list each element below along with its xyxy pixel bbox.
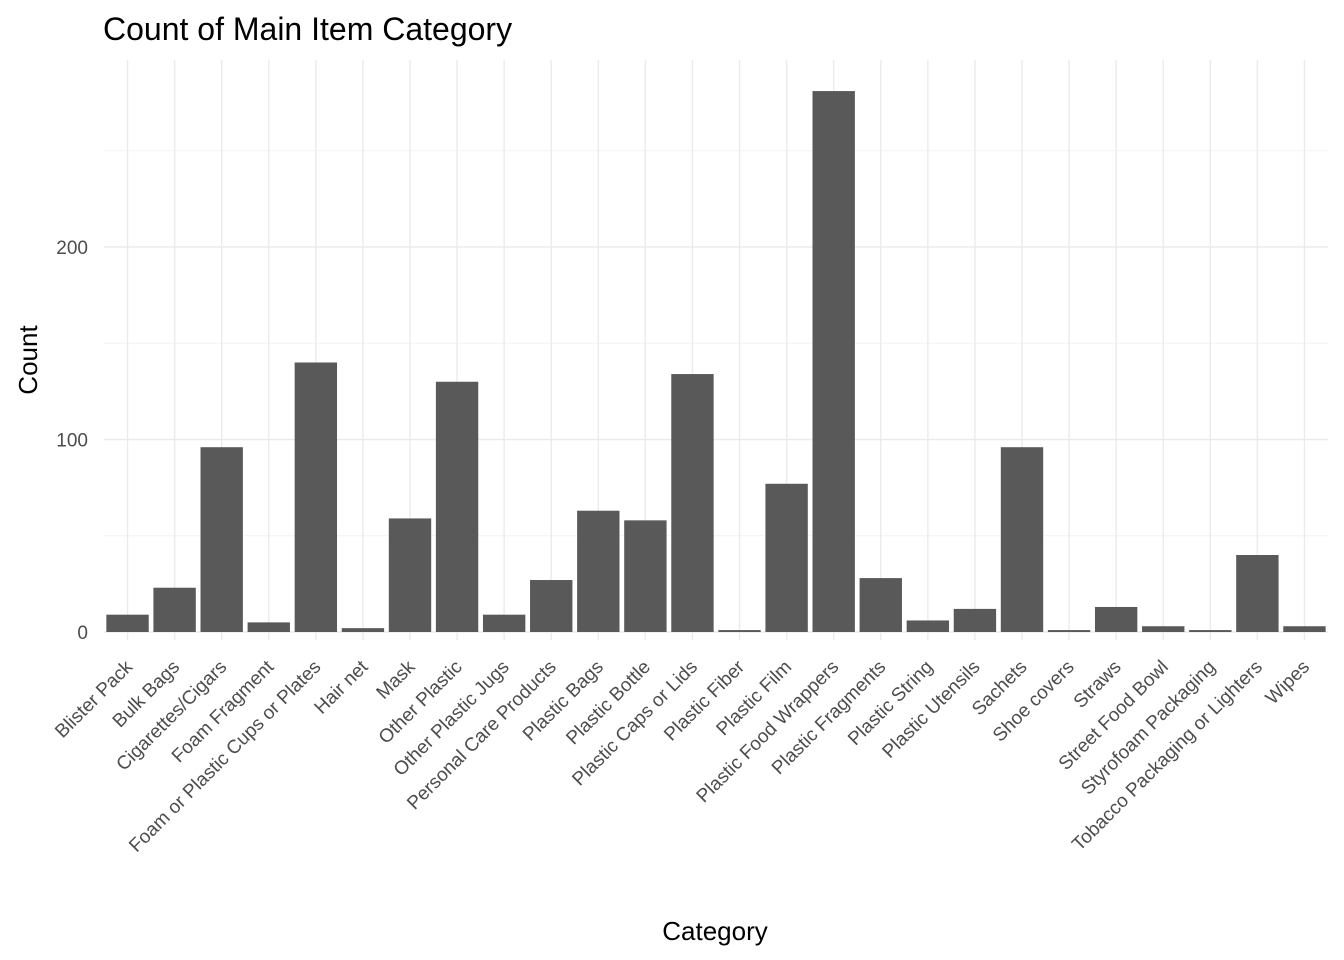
bar-19 [953,608,997,632]
bar-7 [388,518,432,632]
grid-lines [104,60,1328,640]
bars [106,91,1326,632]
y-axis-ticks: 0 100 200 [56,238,88,644]
bar-6 [341,628,385,632]
bar-3 [200,447,243,632]
bar-16 [812,91,855,632]
bar-5 [294,362,338,632]
chart-title: Count of Main Item Category [103,11,512,47]
bar-8 [435,381,479,632]
bar-22 [1094,606,1138,632]
bar-9 [482,614,526,632]
bar-14 [718,630,761,632]
y-tick-label: 0 [77,623,88,644]
bar-21 [1047,630,1091,632]
bar-20 [1000,447,1044,632]
bar-17 [859,578,902,632]
y-tick-label: 200 [56,238,88,259]
bar-4 [247,622,290,632]
bar-26 [1283,626,1326,632]
bar-11 [577,510,620,632]
bar-2 [153,587,196,632]
bar-13 [671,374,714,632]
y-tick-label: 100 [56,431,88,452]
y-axis-title: Count [13,325,43,395]
x-tick-label: Hair net [311,656,373,718]
bar-15 [765,483,808,632]
bar-23 [1142,626,1185,632]
bar-18 [906,620,950,632]
x-axis-title: Category [662,916,768,946]
x-tick-label: Wipes [1262,657,1314,709]
bar-24 [1189,630,1232,632]
bar-12 [624,520,667,632]
bar-1 [106,614,149,632]
bar-10 [530,580,573,632]
bar-25 [1236,555,1279,632]
